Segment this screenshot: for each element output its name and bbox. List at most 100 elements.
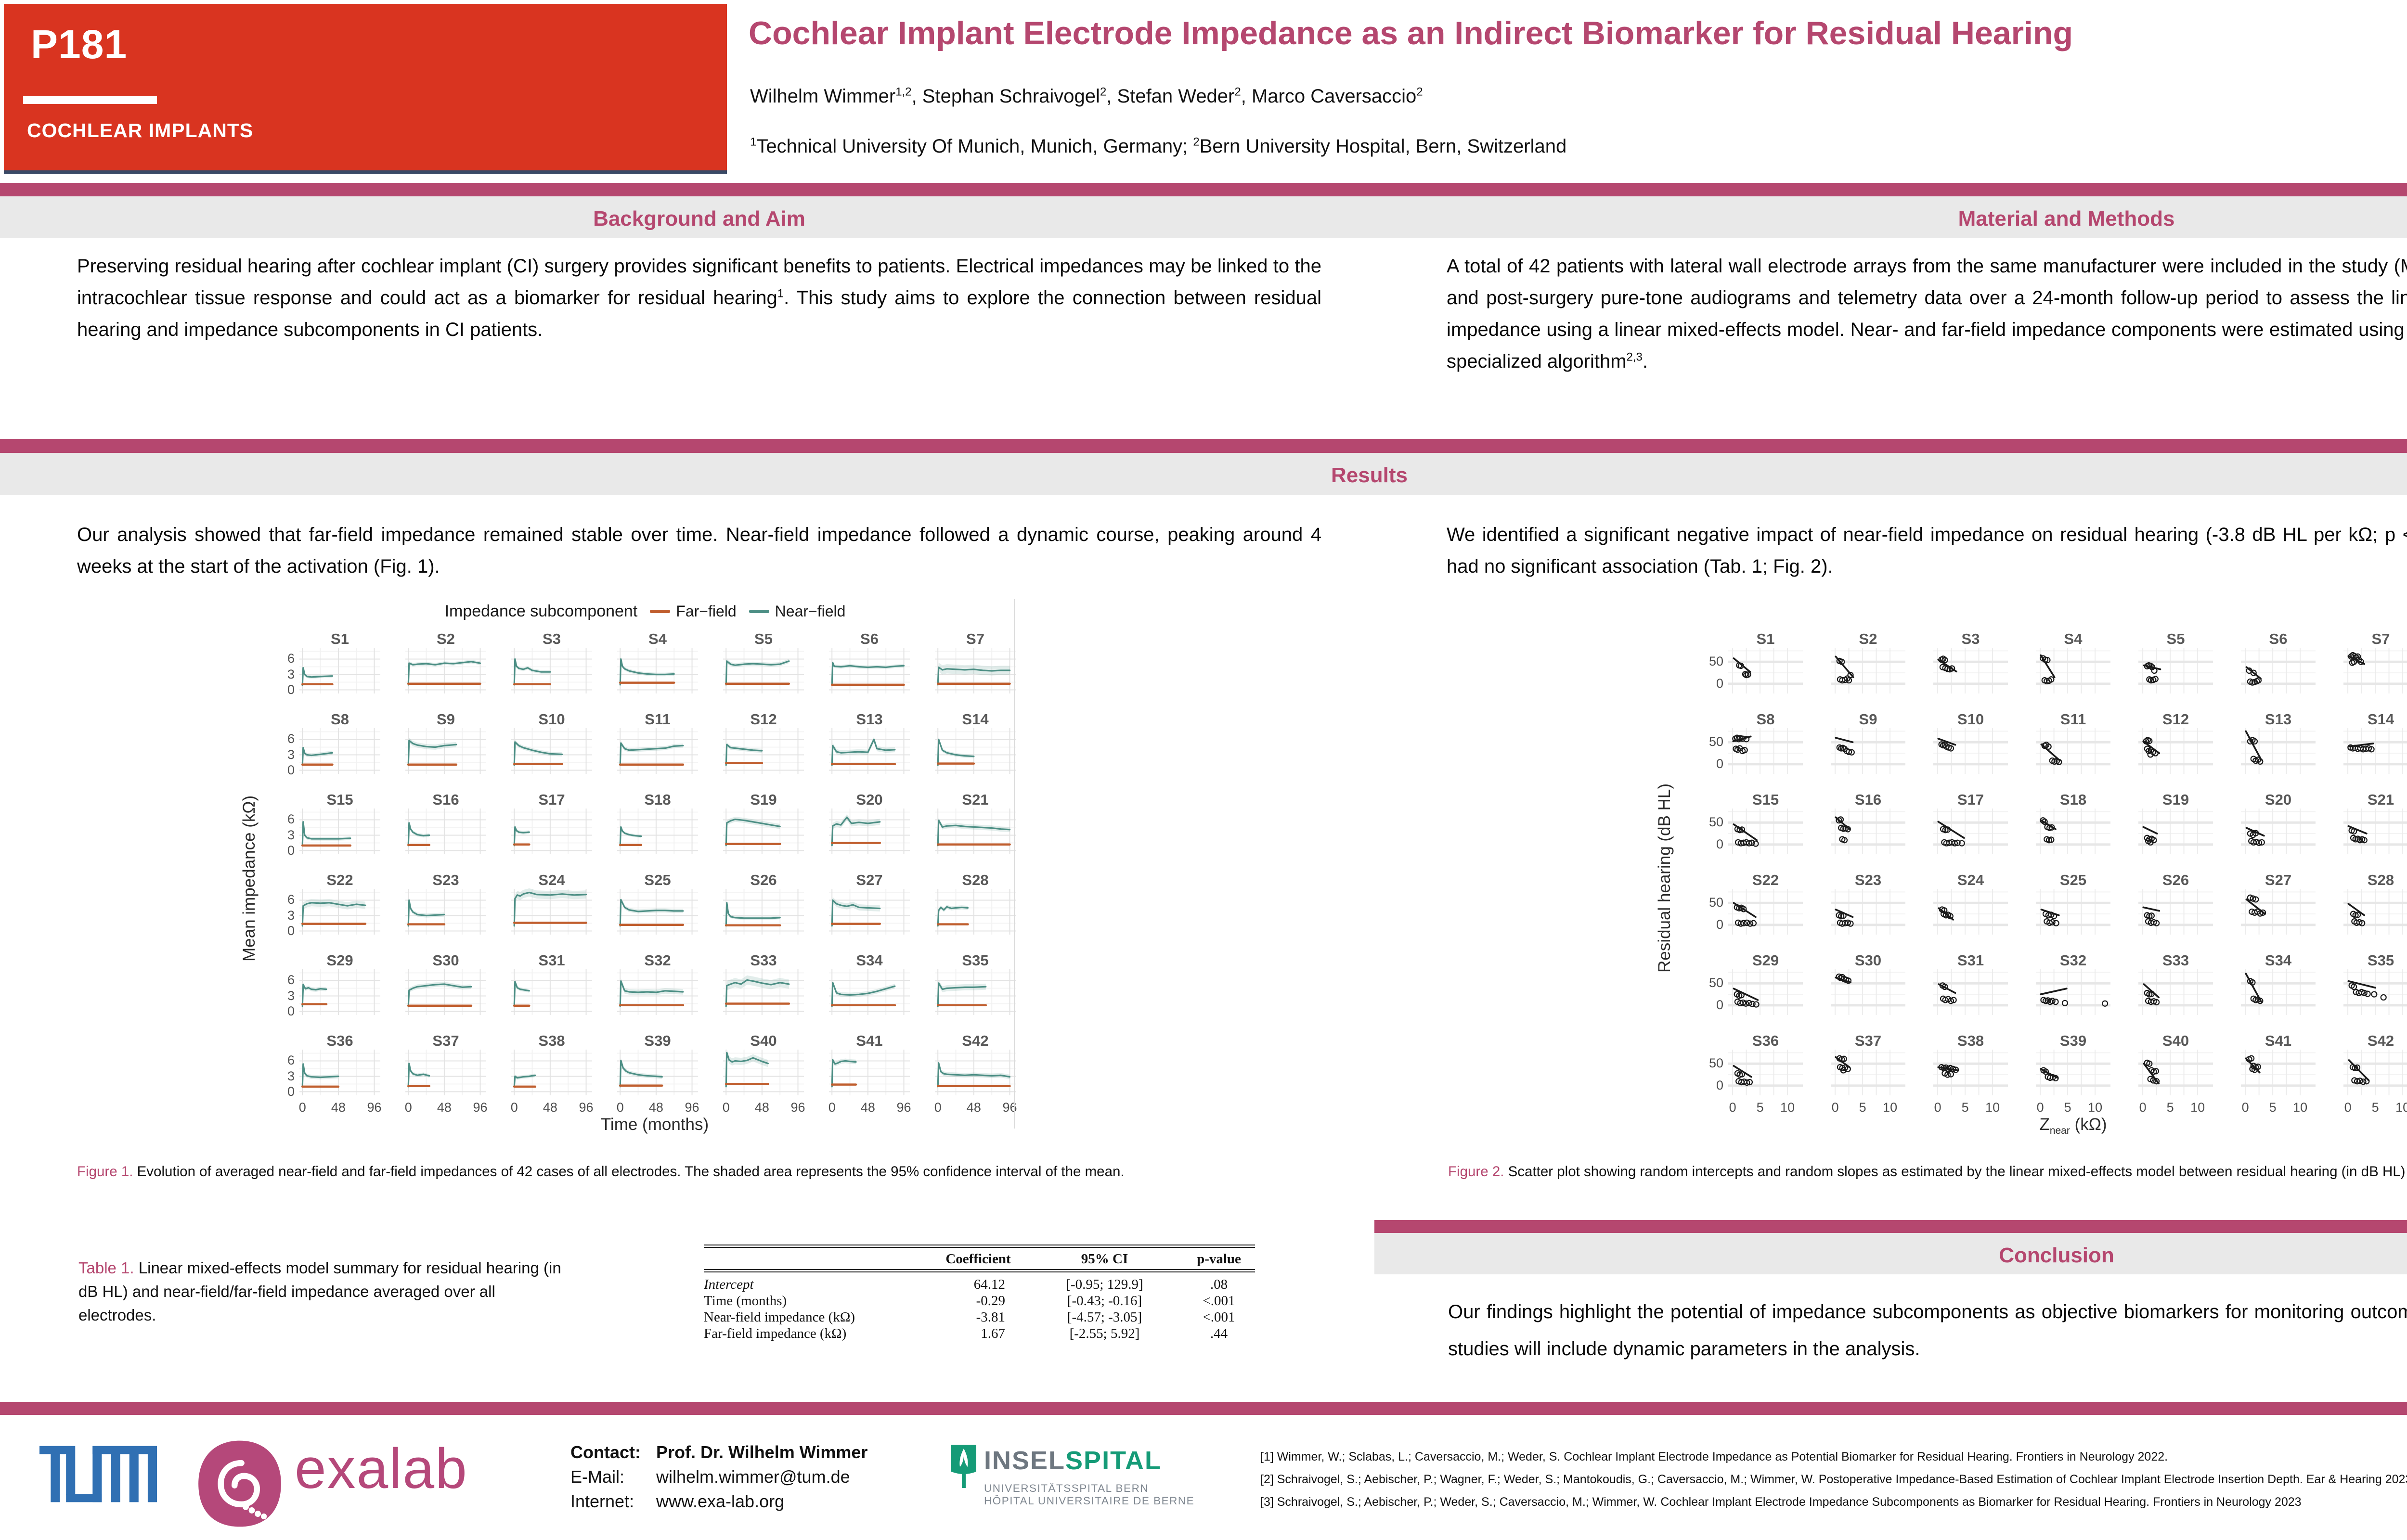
fig1-ytick-S15-3: 3 — [287, 827, 295, 842]
fig1-title-S25: S25 — [644, 872, 671, 888]
fig1-title-S21: S21 — [962, 791, 989, 808]
fig2-xtick-S40-10: 10 — [2190, 1100, 2205, 1115]
fig2-chart-S1 — [1728, 648, 1803, 693]
fig2-title-S21: S21 — [2367, 791, 2394, 808]
fig2-chart-S5 — [2138, 648, 2213, 693]
figure1: Impedance subcomponent Far−field Near−fi… — [240, 599, 1035, 1136]
fig2-xtick-S39-0: 0 — [2036, 1100, 2044, 1115]
fig1-title-S35: S35 — [962, 952, 989, 969]
fig1-title-S11: S11 — [645, 711, 671, 728]
table-row: Time (months) -0.29 [-0.43; -0.16] <.001 — [704, 1293, 1235, 1309]
fig1-ytick-S29-3: 3 — [287, 988, 295, 1003]
fig1-chart-S25 — [617, 889, 698, 935]
fig2-chart-S22 — [1728, 889, 1803, 935]
fig2-title-S33: S33 — [2162, 952, 2189, 969]
fig1-title-S22: S22 — [326, 872, 353, 888]
fig1-xtick-S39-0: 0 — [616, 1100, 624, 1115]
fig1-chart-S29 — [299, 969, 380, 1015]
fig2-chart-S41 — [2241, 1050, 2316, 1095]
fig2-chart-S27 — [2241, 889, 2316, 935]
figure1-caption: Figure 1. Evolution of averaged near-fie… — [77, 1164, 1125, 1180]
conclusion-text: Our findings highlight the potential of … — [1448, 1301, 2407, 1360]
poster-title: Cochlear Implant Electrode Impedance as … — [749, 15, 2073, 51]
fig2-chart-S40 — [2138, 1050, 2213, 1095]
fig1-ytick-S8-0: 0 — [287, 762, 295, 777]
fig2-chart-S14 — [2343, 728, 2407, 774]
fig2-title-S29: S29 — [1752, 952, 1779, 969]
fig1-chart-S38 — [511, 1050, 592, 1095]
fig2-title-S2: S2 — [1859, 630, 1877, 647]
affiliations-line: 1Technical University Of Munich, Munich,… — [750, 135, 1567, 157]
fig2-ytick-S36-0: 0 — [1716, 1078, 1723, 1092]
figure1-border — [1014, 599, 1015, 1129]
fig2-chart-S17 — [1933, 808, 2008, 854]
fig1-title-S3: S3 — [543, 630, 561, 647]
fig2-chart-S12 — [2138, 728, 2213, 774]
fig1-chart-S15 — [299, 808, 380, 854]
fig2-xtick-S40-5: 5 — [2166, 1100, 2174, 1115]
divider-band-top — [0, 183, 2407, 196]
fig1-chart-S34 — [829, 969, 910, 1015]
fig1-chart-S20 — [829, 808, 910, 854]
divider-band-results — [0, 439, 2407, 453]
divider-band-conclusion — [1374, 1220, 2407, 1233]
fig1-title-S10: S10 — [538, 711, 565, 728]
fig1-ytick-S8-3: 3 — [287, 747, 295, 762]
fig2-chart-S6 — [2241, 648, 2316, 693]
fig1-ytick-S36-3: 3 — [287, 1068, 295, 1083]
figure2-caption: Figure 2. Scatter plot showing random in… — [1448, 1164, 2407, 1180]
fig2-xtick-S36-5: 5 — [1756, 1100, 1764, 1115]
fig1-chart-S7 — [935, 648, 1016, 693]
fig1-ytick-S1-6: 6 — [287, 651, 295, 666]
conclusion-heading: Conclusion — [1999, 1244, 2114, 1267]
fig2-ytick-S22-0: 0 — [1716, 917, 1723, 932]
section-band-conclusion — [1374, 1233, 2407, 1274]
table1-caption: Table 1. Linear mixed-effects model summ… — [78, 1259, 561, 1324]
fig1-chart-S32 — [617, 969, 698, 1015]
fig2-title-S25: S25 — [2059, 872, 2087, 888]
poster-code-block: P181 COCHLEAR IMPLANTS — [4, 4, 727, 174]
fig1-title-S15: S15 — [326, 791, 353, 808]
fig1-title-S37: S37 — [432, 1032, 459, 1049]
fig2-chart-S42 — [2343, 1050, 2407, 1095]
fig2-chart-S16 — [1831, 808, 1905, 854]
fig2-title-S22: S22 — [1752, 872, 1779, 888]
fig2-xtick-S41-5: 5 — [2269, 1100, 2277, 1115]
fig1-chart-S31 — [511, 969, 592, 1015]
fig1-ytick-S36-6: 6 — [287, 1053, 295, 1068]
fig1-xtick-S40-96: 96 — [790, 1100, 805, 1115]
exalab-wordmark: exalab — [295, 1437, 468, 1501]
fig2-chart-S39 — [2036, 1050, 2110, 1095]
fig2-title-S36: S36 — [1752, 1032, 1779, 1049]
fig2-title-S34: S34 — [2265, 952, 2292, 969]
fig1-chart-S21 — [935, 808, 1016, 854]
fig1-title-S26: S26 — [750, 872, 777, 888]
fig1-chart-S12 — [723, 728, 804, 774]
fig1-chart-S8 — [299, 728, 380, 774]
fig2-ytick-S1-50: 50 — [1708, 654, 1723, 669]
fig2-title-S40: S40 — [2162, 1032, 2189, 1049]
fig1-xtick-S39-48: 48 — [648, 1100, 663, 1115]
background-heading: Background and Aim — [593, 207, 805, 231]
contact-name: Prof. Dr. Wilhelm Wimmer — [656, 1442, 868, 1462]
fig2-ytick-S29-0: 0 — [1716, 997, 1723, 1012]
fig1-title-S33: S33 — [750, 952, 777, 969]
fig2-title-S37: S37 — [1854, 1032, 1882, 1049]
section-band-top — [0, 196, 2407, 238]
fig2-chart-S32 — [2036, 969, 2110, 1015]
fig1-title-S29: S29 — [326, 952, 353, 969]
fig1-title-S7: S7 — [966, 630, 984, 647]
fig2-chart-S3 — [1933, 648, 2008, 693]
fig2-chart-S37 — [1831, 1050, 1905, 1095]
fig1-chart-S3 — [511, 648, 592, 693]
fig1-xtick-S38-48: 48 — [543, 1100, 557, 1115]
fig1-title-S17: S17 — [538, 791, 565, 808]
fig1-xtick-S41-0: 0 — [828, 1100, 836, 1115]
fig1-xtick-S40-48: 48 — [754, 1100, 769, 1115]
fig1-title-S1: S1 — [331, 630, 349, 647]
fig1-chart-S1 — [299, 648, 380, 693]
fig1-title-S12: S12 — [750, 711, 777, 728]
fig2-xtick-S37-0: 0 — [1831, 1100, 1839, 1115]
table-row: Near-field impedance (kΩ) -3.81 [-4.57; … — [704, 1309, 1235, 1325]
fig2-title-S24: S24 — [1957, 872, 1984, 888]
